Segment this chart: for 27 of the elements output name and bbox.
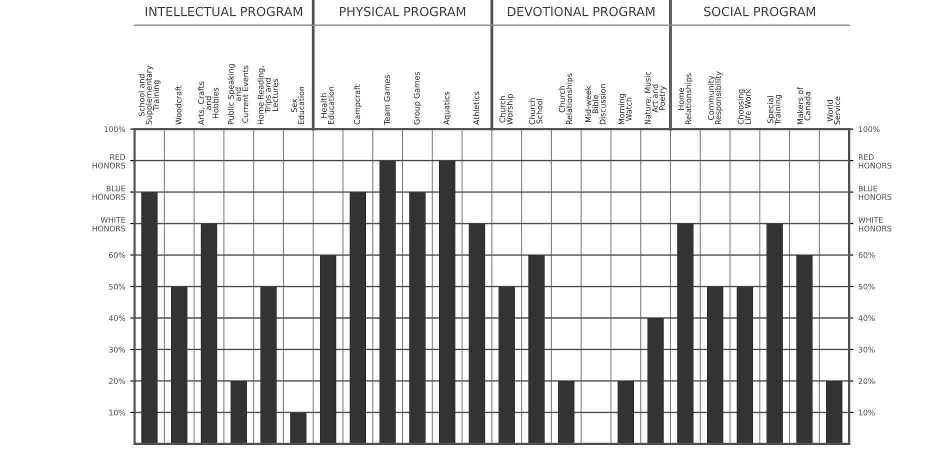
bar [171, 286, 188, 444]
bar [796, 255, 813, 444]
bar [706, 286, 724, 444]
bar [498, 286, 515, 444]
text: PHYSICAL PROGRAM [340, 6, 466, 16]
bar [826, 380, 842, 444]
bar [350, 192, 366, 444]
bar [618, 380, 634, 444]
bar [230, 380, 247, 444]
bar [260, 286, 277, 444]
bar [379, 160, 396, 444]
text: INTELLECTUAL PROGRAM [146, 6, 302, 16]
bar [677, 224, 694, 444]
bar [766, 224, 783, 444]
bar [528, 255, 545, 444]
bar [736, 286, 754, 444]
bar [468, 224, 486, 444]
bar [409, 192, 426, 444]
bar [558, 380, 574, 444]
bar [141, 192, 158, 444]
text: SOCIAL PROGRAM [704, 6, 816, 16]
text: DEVOTIONAL PROGRAM [508, 6, 654, 16]
bar [647, 318, 664, 444]
bar [200, 224, 218, 444]
bar [290, 412, 306, 444]
bar [320, 255, 336, 444]
bar [438, 160, 456, 444]
